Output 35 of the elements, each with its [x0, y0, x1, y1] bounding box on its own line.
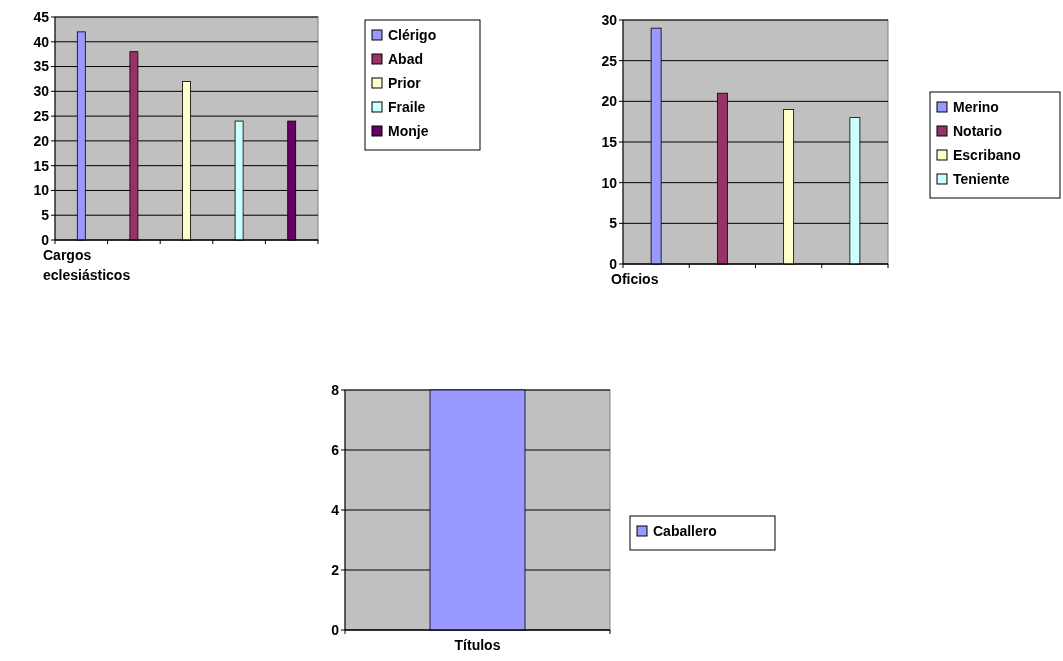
- y-tick-label: 30: [33, 83, 50, 100]
- y-tick-label: 2: [331, 561, 340, 578]
- y-tick-label: 0: [331, 621, 340, 638]
- y-tick-label: 30: [601, 11, 618, 28]
- legend-label: Monje: [388, 122, 429, 139]
- x-axis-title: Oficios: [611, 271, 659, 287]
- legend-label: Prior: [388, 74, 422, 91]
- y-tick-label: 6: [331, 441, 340, 458]
- legend-label: Caballero: [653, 522, 717, 539]
- y-tick-label: 8: [331, 381, 340, 398]
- y-tick-label: 5: [41, 207, 50, 224]
- y-tick-label: 10: [33, 182, 50, 199]
- legend-label: Escribano: [953, 146, 1021, 163]
- y-tick-label: 4: [331, 501, 340, 518]
- x-axis-title: Títulos: [454, 637, 501, 653]
- y-tick-label: 25: [601, 52, 618, 69]
- y-tick-label: 20: [33, 132, 50, 149]
- x-axis-title: Cargos eclesiásticos: [43, 247, 131, 283]
- y-tick-label: 40: [33, 33, 50, 50]
- y-tick-label: 0: [41, 231, 50, 248]
- y-tick-label: 20: [601, 93, 618, 110]
- y-tick-label: 5: [609, 215, 618, 232]
- y-tick-label: 0: [609, 255, 618, 272]
- y-tick-label: 15: [33, 157, 50, 174]
- y-tick-label: 35: [33, 58, 50, 75]
- legend-label: Fraile: [388, 98, 426, 115]
- legend-label: Teniente: [953, 170, 1010, 187]
- legend-label: Notario: [953, 122, 1002, 139]
- y-tick-label: 15: [601, 133, 618, 150]
- legend-label: Abad: [388, 50, 423, 67]
- y-tick-label: 25: [33, 108, 50, 125]
- legend-label: Clérigo: [388, 26, 437, 43]
- legend-label: Merino: [953, 98, 999, 115]
- y-tick-label: 45: [33, 8, 50, 25]
- y-tick-label: 10: [601, 174, 618, 191]
